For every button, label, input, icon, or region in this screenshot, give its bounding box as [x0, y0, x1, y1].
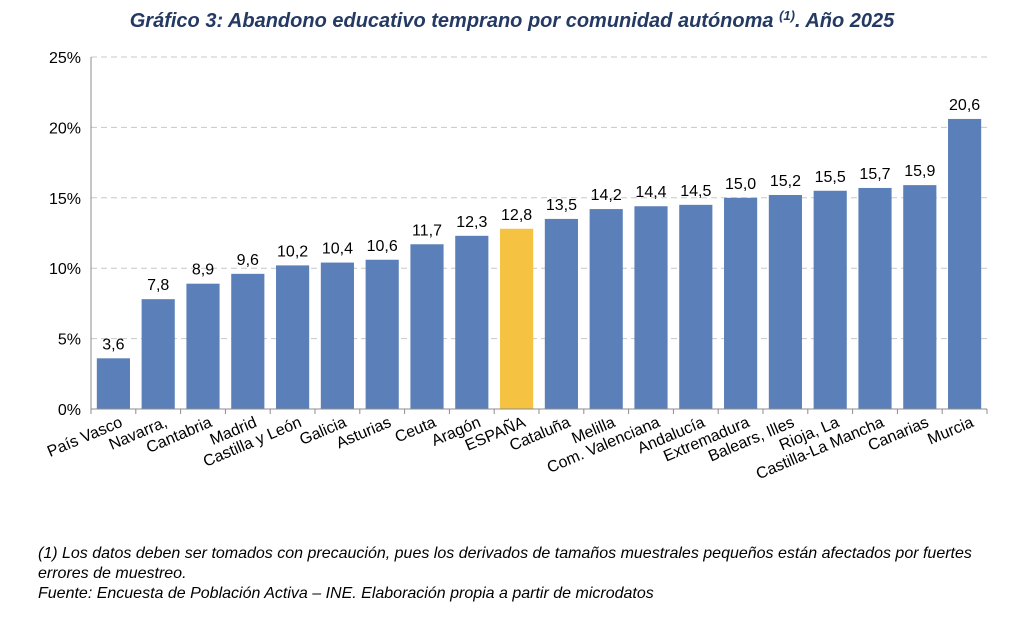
data-label: 10,2 — [277, 243, 308, 260]
bar — [544, 218, 578, 409]
bar — [410, 244, 444, 409]
data-label: 14,2 — [591, 187, 622, 204]
bar — [948, 118, 982, 410]
data-label: 9,6 — [237, 252, 259, 269]
bar-highlight — [500, 228, 534, 409]
bar — [276, 265, 310, 409]
footnote-note: (1) Los datos deben ser tomados con prec… — [38, 545, 972, 582]
bar — [589, 209, 623, 409]
y-tick-label: 0% — [58, 402, 81, 419]
bar — [679, 204, 713, 409]
data-label: 11,7 — [412, 222, 442, 239]
bar-chart: 0% 5% 10% 15% 20% 25% 3,6 7,8 8,9 9,6 10,2 10,4 10,6… — [45, 50, 988, 483]
chart-title-main: Gráfico 3: Abandono educativo temprano p… — [129, 10, 780, 32]
data-label: 15,9 — [904, 163, 935, 180]
y-tick-label: 15% — [49, 191, 81, 208]
footnotes: (1) Los datos deben ser tomados con prec… — [38, 544, 998, 604]
bar — [141, 299, 175, 409]
bar — [320, 262, 354, 409]
data-label: 12,3 — [456, 214, 487, 231]
bar — [903, 185, 937, 409]
y-tick-label: 10% — [49, 261, 81, 278]
bar — [455, 235, 489, 409]
data-label: 12,8 — [501, 207, 532, 224]
data-label: 14,5 — [680, 183, 711, 200]
data-label: 15,2 — [770, 173, 801, 190]
bar — [768, 194, 802, 409]
bar — [858, 187, 892, 409]
data-label: 10,6 — [367, 238, 398, 255]
y-tick-label: 20% — [49, 120, 81, 137]
data-label: 7,8 — [147, 277, 169, 294]
bar — [231, 273, 265, 409]
data-label: 14,4 — [635, 184, 666, 201]
bar — [724, 197, 758, 409]
bar — [96, 358, 130, 409]
data-label: 3,6 — [102, 336, 124, 353]
bar — [186, 283, 220, 409]
chart-title-footnote-ref: (1) — [779, 8, 795, 23]
footnote-source: Fuente: Encuesta de Población Activa – I… — [38, 585, 654, 602]
data-label: 15,0 — [725, 176, 756, 193]
data-label: 13,5 — [546, 197, 577, 214]
bar — [634, 206, 668, 409]
bar — [365, 259, 399, 409]
x-tick-label: Murcia — [925, 414, 976, 448]
data-label: 15,7 — [859, 166, 890, 183]
data-label: 20,6 — [949, 97, 980, 114]
y-tick-label: 25% — [49, 50, 81, 67]
y-tick-label: 5% — [58, 332, 81, 349]
data-label: 15,5 — [815, 169, 846, 186]
data-label: 8,9 — [192, 262, 214, 279]
bar — [813, 190, 847, 409]
data-label: 10,4 — [322, 241, 353, 258]
chart-title-year: . Año 2025 — [794, 10, 895, 32]
chart-title: Gráfico 3: Abandono educativo temprano p… — [0, 8, 1024, 33]
